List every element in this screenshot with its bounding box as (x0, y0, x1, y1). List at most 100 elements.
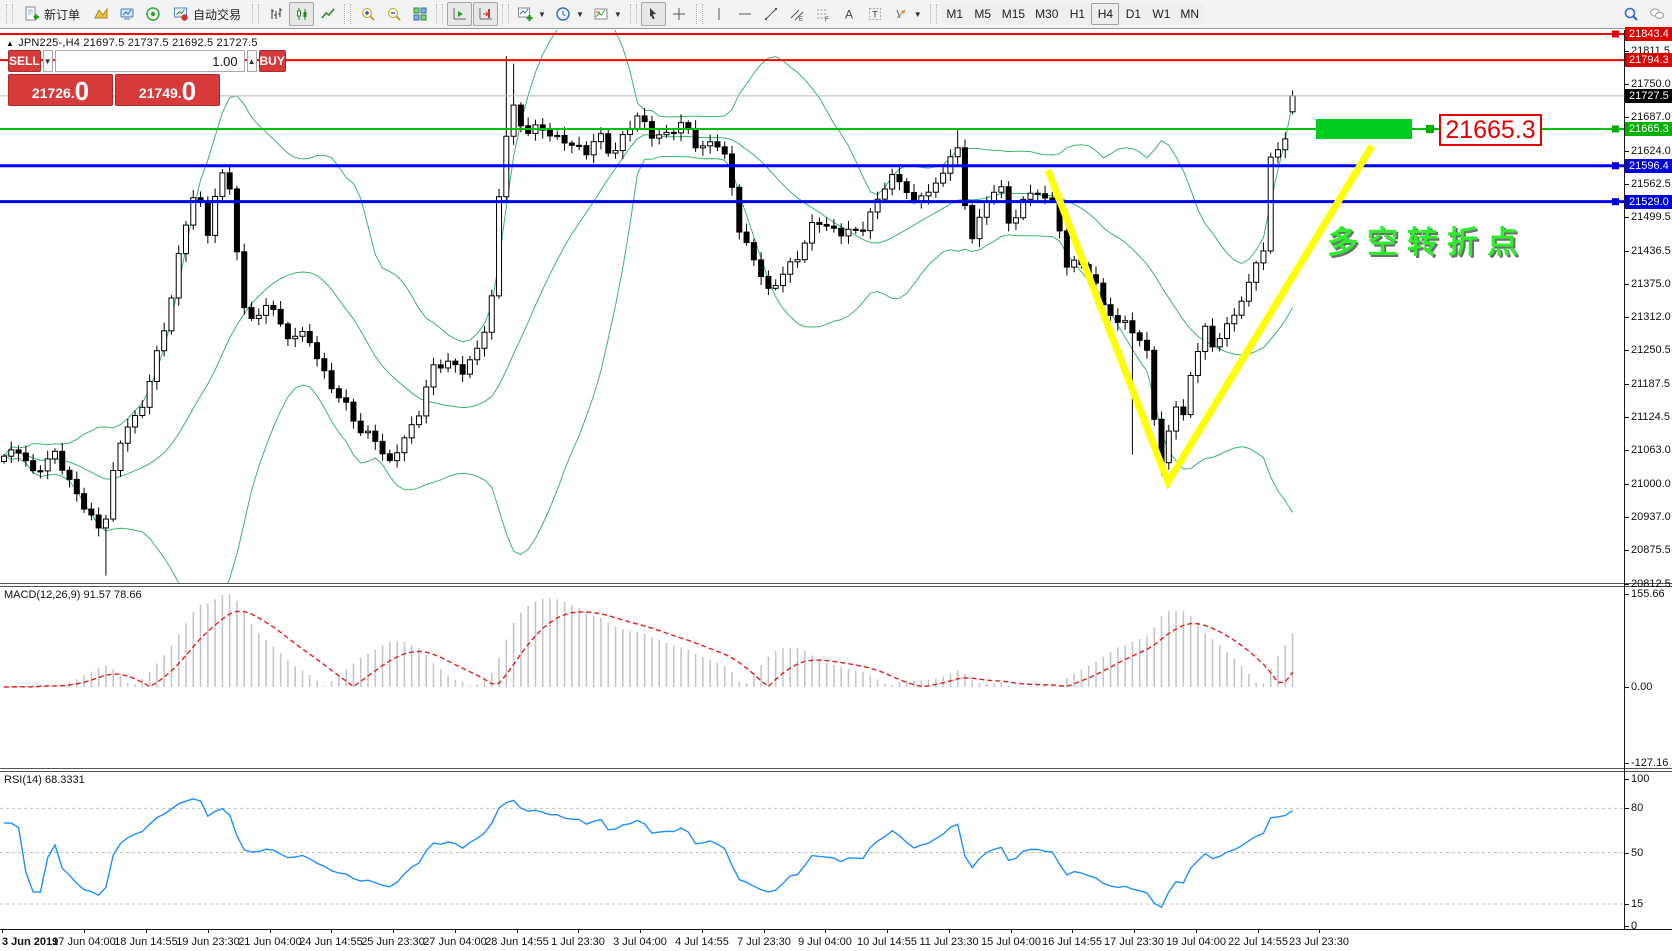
channel-tool[interactable]: E (785, 2, 810, 26)
candle-bearish (59, 450, 66, 471)
timeframe-M1[interactable]: M1 (940, 3, 969, 25)
price-tick-mark (1625, 483, 1629, 485)
candle-bearish (568, 142, 575, 146)
sound-alert-button[interactable] (140, 2, 165, 26)
candle-bullish (597, 133, 604, 143)
trendline-icon (765, 7, 778, 21)
line-handle[interactable] (1612, 198, 1619, 206)
candle-bearish (1209, 325, 1216, 348)
timeframe-M15[interactable]: M15 (996, 3, 1031, 25)
price-tick-label: 21624.0 (1631, 145, 1671, 157)
price-tag-label[interactable]: 21665.3 (1439, 114, 1542, 146)
panel-separator[interactable] (0, 768, 1672, 772)
templates-dropdown[interactable]: ▼ (589, 2, 626, 26)
chart-shift-button[interactable] (473, 2, 499, 26)
candlestick-chart[interactable] (0, 30, 1624, 583)
autotrading-button[interactable]: 自动交易 (166, 2, 248, 26)
horizontal-line-tool[interactable] (733, 2, 758, 26)
timeframe-MN[interactable]: MN (1175, 3, 1205, 25)
crosshair-tool-button[interactable] (667, 2, 692, 26)
candle-bullish (590, 141, 597, 156)
candle-bearish (73, 478, 80, 495)
line-handle[interactable] (1612, 30, 1619, 38)
volume-decrease-button[interactable]: ▼ (42, 50, 53, 72)
volume-input[interactable] (54, 50, 245, 72)
new-chart-dropdown[interactable]: ▼ (513, 2, 550, 26)
timeframe-M5[interactable]: M5 (968, 3, 997, 25)
candle-bearish (1005, 186, 1012, 224)
line-handle[interactable] (1612, 125, 1619, 133)
panel-separator[interactable] (0, 583, 1672, 587)
bollinger-lower-band (3, 156, 1294, 583)
toolbar-grip[interactable] (929, 4, 937, 24)
toolbar-grip[interactable] (6, 4, 13, 24)
auto-scroll-button[interactable] (447, 2, 473, 26)
sell-button[interactable]: SELL (8, 50, 41, 72)
timeframe-W1[interactable]: W1 (1147, 3, 1176, 25)
timeframe-H1[interactable]: H1 (1063, 3, 1092, 25)
ask-price[interactable]: 21749. 0 (115, 74, 220, 106)
toolbar-grip[interactable] (344, 4, 352, 24)
rsi-tick-label: 100 (1631, 773, 1650, 785)
chart-profile-icon (93, 7, 108, 19)
volume-increase-button[interactable]: ▲ (246, 50, 257, 72)
timeframe-D1[interactable]: D1 (1119, 3, 1148, 25)
toolbar-grip[interactable] (629, 4, 637, 24)
candle-bearish (241, 251, 248, 309)
time-label: 24 Jun 14:55 (299, 936, 363, 948)
bollinger-middle-band (3, 134, 1294, 480)
zoom-out-button[interactable] (381, 2, 406, 26)
bid-price[interactable]: 21726. 0 (8, 74, 113, 106)
rsi-label: RSI(14) 68.3331 (4, 774, 85, 786)
rsi-panel[interactable] (0, 771, 1624, 928)
price-badge: 21596.4 (1625, 158, 1672, 173)
candle-bullish (1289, 95, 1296, 113)
search-button[interactable] (1618, 2, 1643, 26)
timeframe-H4[interactable]: H4 (1091, 3, 1120, 25)
trendline-tool[interactable] (759, 2, 784, 26)
time-label: 28 Jun 14:55 (485, 936, 549, 948)
market-watch-button[interactable] (114, 2, 139, 26)
tile-windows-button[interactable] (407, 2, 432, 26)
price-tick-mark (1625, 117, 1629, 119)
arrows-dropdown[interactable]: ▼ (889, 2, 926, 26)
chinese-note[interactable]: 多空转折点 (1327, 225, 1527, 260)
macd-panel[interactable] (0, 586, 1624, 768)
candle-bullish (612, 150, 619, 154)
chat-button[interactable] (1644, 2, 1669, 26)
candle-bearish (1129, 320, 1136, 334)
toolbar-grip[interactable] (695, 4, 703, 24)
candle-bullish (932, 182, 939, 193)
time-axis[interactable]: 3 Jun 2019 17 Jun 04:00 18 Jun 14:55 19 Jun… (0, 930, 1624, 951)
price-badge: 21794.3 (1625, 53, 1672, 68)
line-chart-button[interactable] (315, 2, 340, 26)
candlestick-chart-button[interactable] (289, 2, 315, 26)
text-tool[interactable]: A (837, 2, 862, 26)
new-order-button[interactable]: 新订单 (17, 2, 87, 26)
cursor-tool-button[interactable] (640, 2, 666, 26)
v-shape-drawing[interactable] (1044, 144, 1375, 490)
toolbar-grip[interactable] (436, 4, 444, 24)
timeframe-M30[interactable]: M30 (1030, 3, 1064, 25)
toolbar-grip[interactable] (502, 4, 510, 24)
periods-dropdown[interactable]: ▼ (551, 2, 588, 26)
bar-chart-button[interactable] (263, 2, 288, 26)
candle-bearish (1034, 192, 1041, 195)
line-handle[interactable] (1426, 124, 1434, 133)
chart-profile-button[interactable] (88, 2, 113, 26)
price-axis[interactable]: 21811.5 21750.0 21687.0 21624.0 21562.5 21499… (1625, 0, 1672, 951)
line-handle[interactable] (1612, 162, 1619, 170)
text-label-tool[interactable]: T (863, 2, 888, 26)
fibonacci-tool[interactable]: F (811, 2, 836, 26)
candle-bearish (605, 133, 612, 154)
highlight-zone[interactable] (1316, 119, 1412, 139)
svg-text:E: E (799, 17, 803, 22)
candle-bullish (153, 350, 160, 382)
buy-button[interactable]: BUY (258, 50, 286, 72)
svg-text:A: A (845, 8, 853, 22)
vertical-line-tool[interactable] (707, 2, 732, 26)
zoom-in-button[interactable] (355, 2, 380, 26)
candle-bearish (459, 364, 466, 375)
candle-bearish (328, 370, 335, 390)
toolbar-grip[interactable] (252, 4, 260, 24)
